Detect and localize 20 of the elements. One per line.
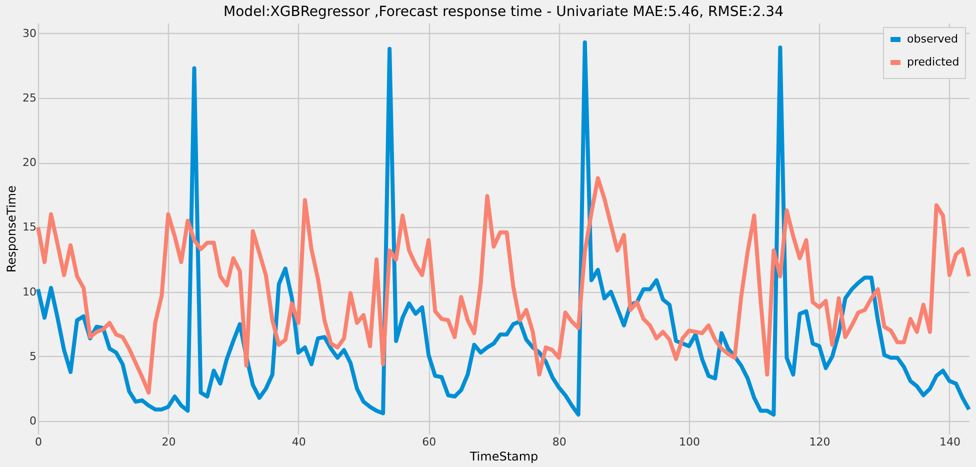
y-tick-label: 5 (30, 350, 36, 363)
y-axis-title: ResponseTime (4, 186, 19, 272)
x-tick-label: 20 (162, 436, 176, 448)
y-tick-label: 25 (22, 91, 36, 104)
y-tick-label: 10 (22, 285, 36, 298)
x-tick-label: 140 (939, 436, 960, 448)
y-tick-label: 20 (22, 156, 36, 170)
x-tick-label: 80 (552, 436, 566, 448)
y-tick-label: 30 (22, 26, 36, 40)
chart-title: Model:XGBRegressor ,Forecast response time - Univariate MAE:5.46, RMSE:2.34 (224, 4, 784, 20)
x-tick-label: 120 (809, 436, 830, 448)
x-tick-label: 100 (679, 436, 700, 448)
x-tick-label: 60 (422, 436, 436, 448)
x-axis-title: TimeStamp (468, 450, 538, 464)
x-tick-label: 40 (292, 436, 306, 448)
line-series (36, 176, 971, 395)
legend-label: predicted (907, 56, 960, 68)
y-tick-label: 15 (22, 220, 36, 234)
legend-label: observed (907, 32, 958, 46)
y-tick-label: 0 (30, 414, 36, 428)
